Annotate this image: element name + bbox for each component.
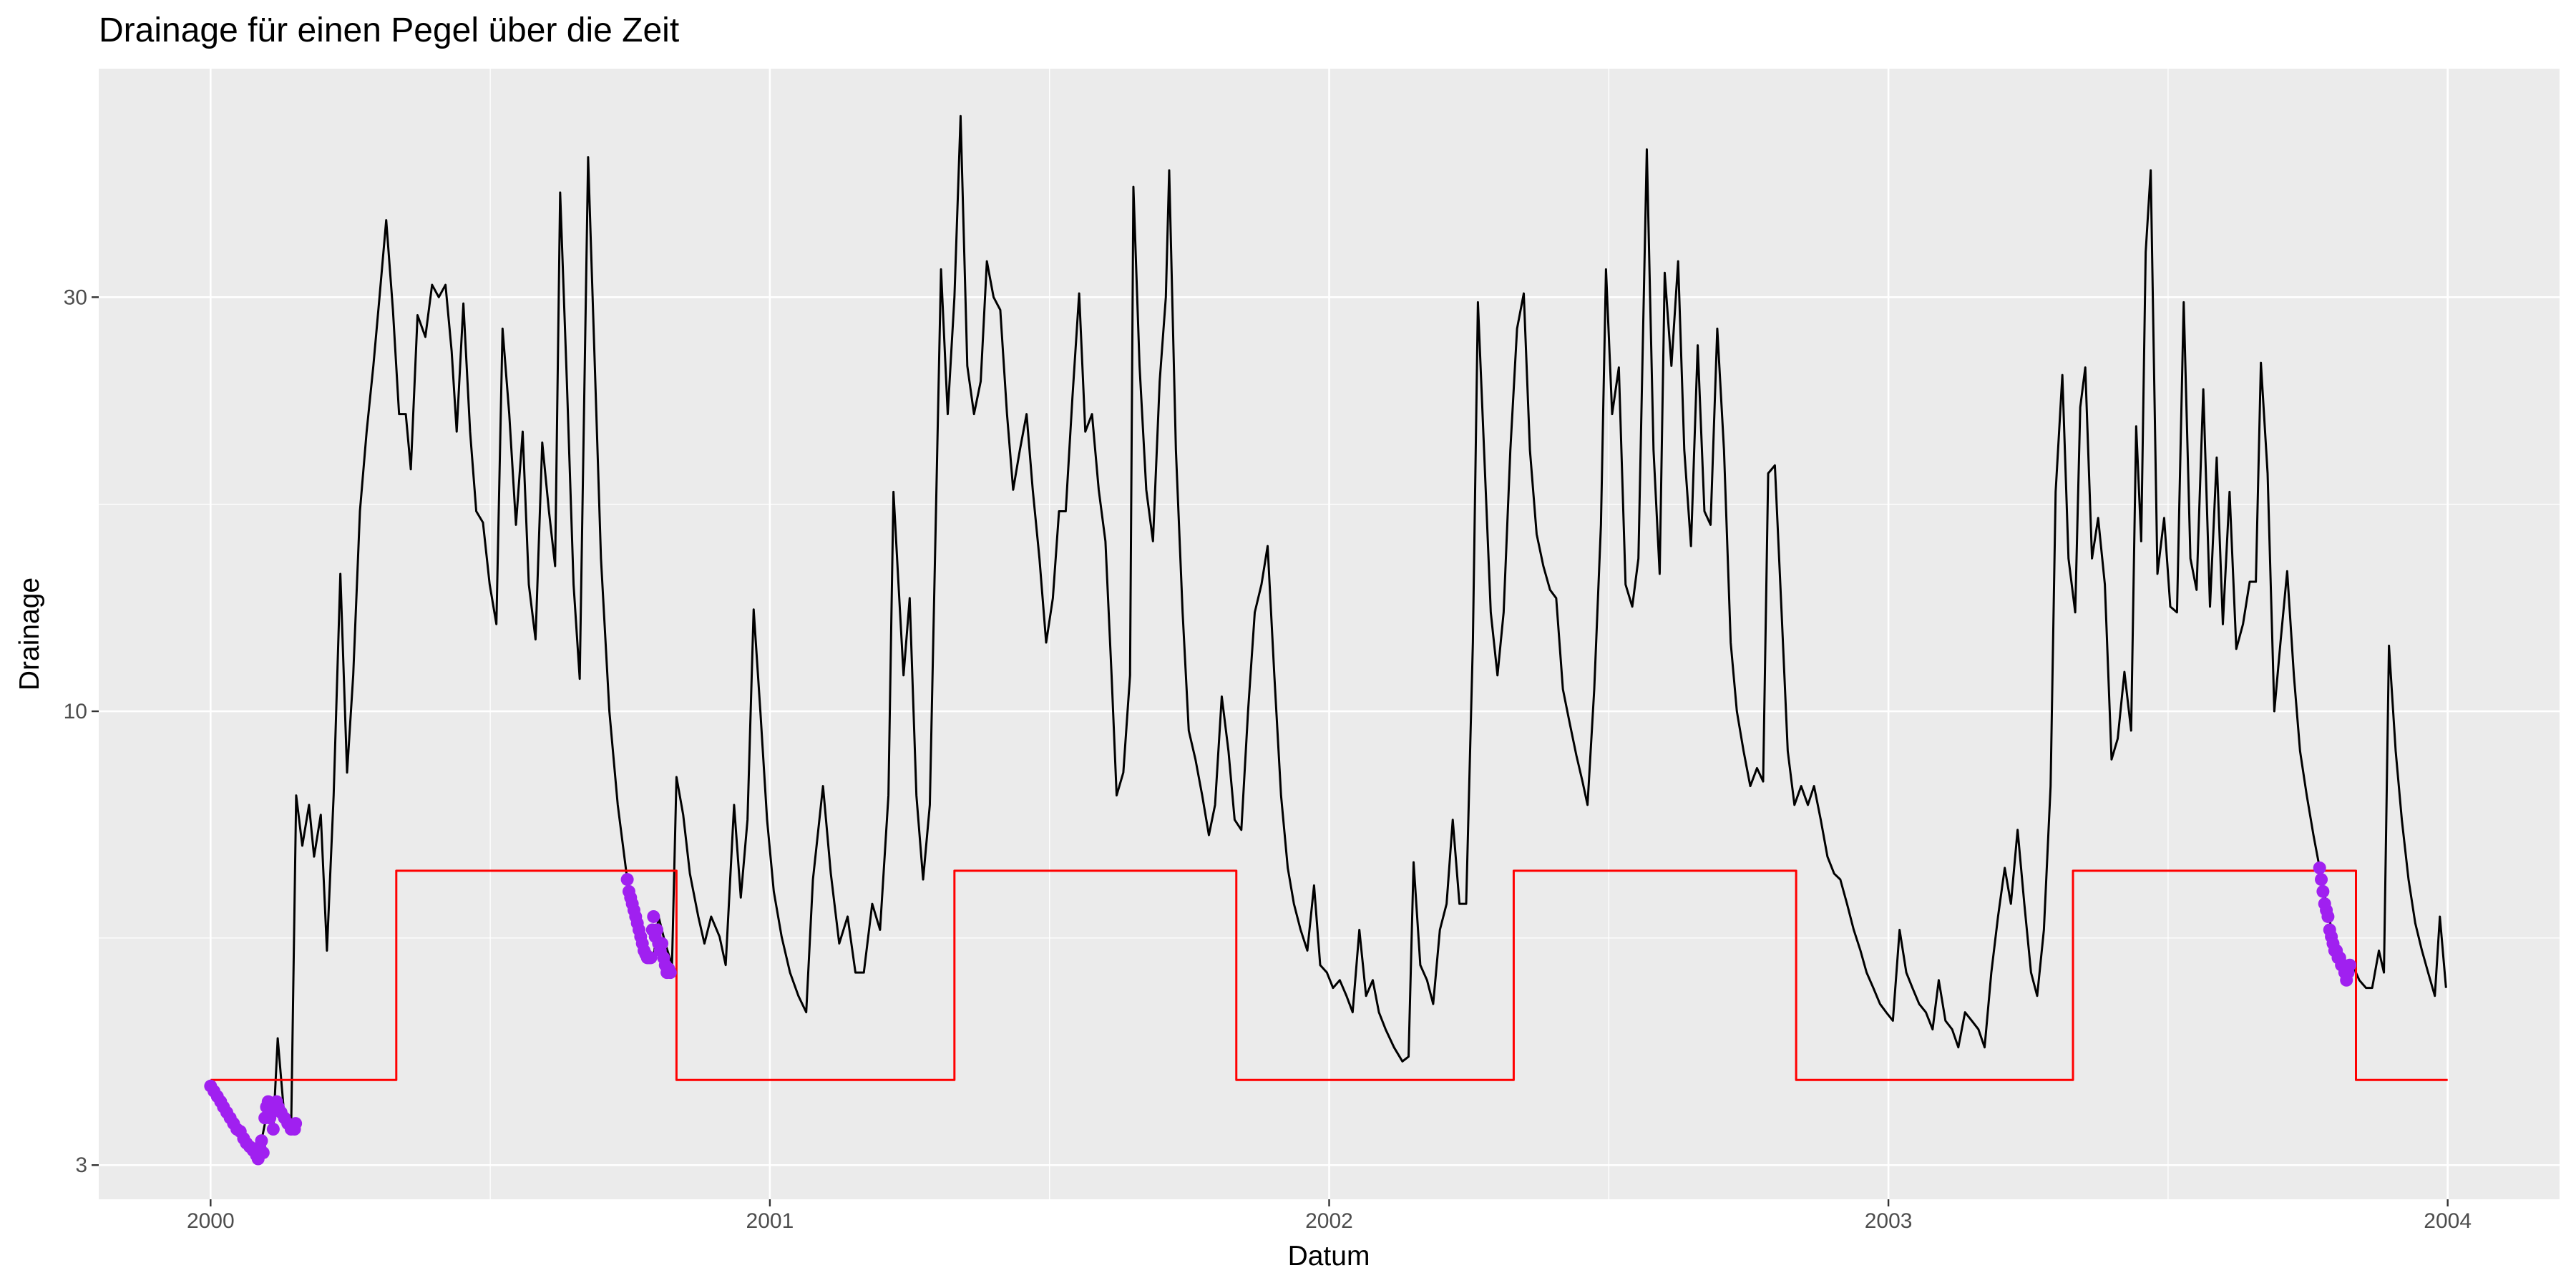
data-point: [647, 909, 660, 923]
y-axis-title: Drainage: [14, 577, 45, 691]
data-point: [266, 1123, 280, 1136]
y-tick-label: 10: [64, 700, 87, 723]
y-tick-label: 30: [64, 286, 87, 309]
x-axis-title: Datum: [1288, 1241, 1370, 1272]
x-tick-label: 2001: [746, 1209, 794, 1233]
x-tick-label: 2000: [187, 1209, 235, 1233]
data-line: [210, 114, 2447, 1154]
data-point: [2313, 861, 2326, 874]
data-point: [650, 923, 664, 937]
plot-marks: [204, 114, 2448, 1166]
grid: [99, 69, 2560, 1199]
x-tick-label: 2002: [1305, 1209, 1353, 1233]
data-point: [289, 1117, 303, 1131]
data-point: [2343, 958, 2356, 972]
chart-title: Drainage für einen Pegel über die Zeit: [99, 11, 679, 49]
x-tick-label: 2004: [2424, 1209, 2472, 1233]
data-point: [655, 937, 669, 950]
x-tick-label: 2003: [1865, 1209, 1913, 1233]
data-point: [256, 1146, 270, 1159]
data-point: [2316, 884, 2330, 898]
data-point: [644, 951, 658, 965]
data-point: [663, 966, 677, 980]
data-point: [620, 873, 634, 887]
data-point: [2321, 909, 2335, 923]
data-point: [255, 1134, 268, 1148]
data-point: [2315, 873, 2328, 887]
data-line: [210, 869, 2448, 1081]
axes: 2000 2001 2002 2003 2004 3 10 30: [64, 286, 2472, 1233]
y-tick-label: 3: [75, 1153, 87, 1177]
